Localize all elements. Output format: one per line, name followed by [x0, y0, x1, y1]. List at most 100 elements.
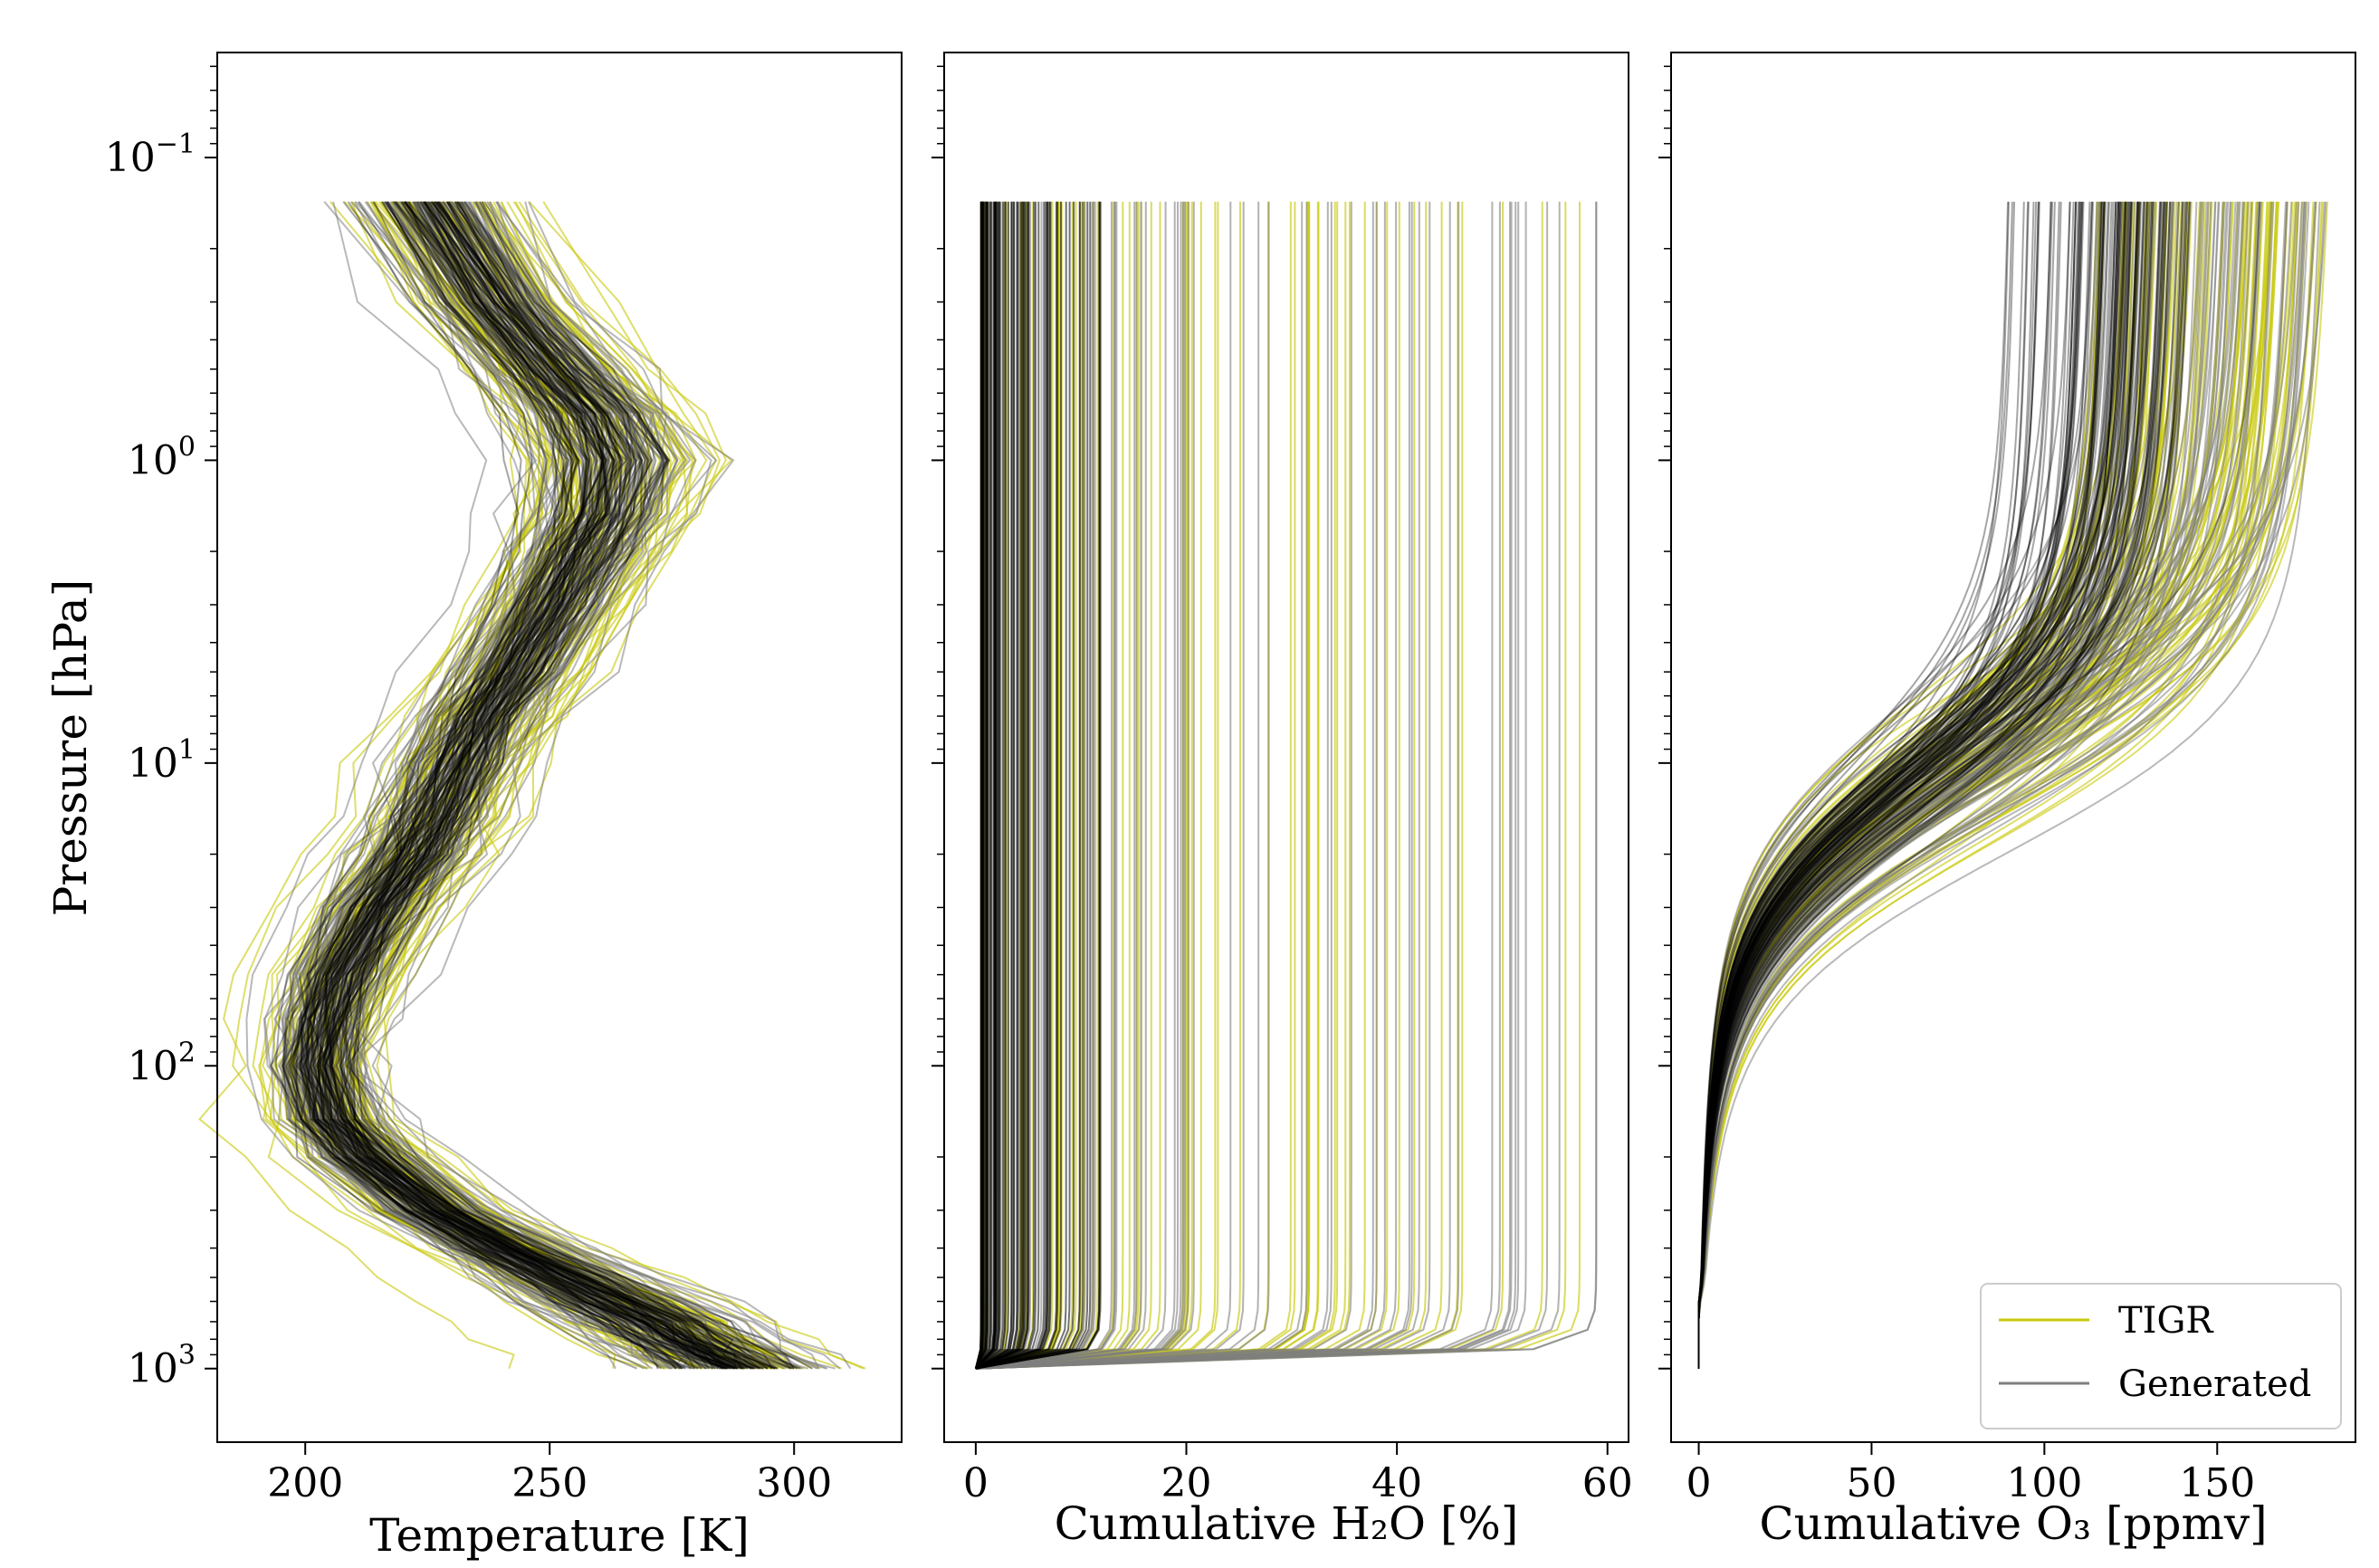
temperature-x-ticks: 200 250 300: [267, 1442, 832, 1506]
temperature-profile-generated: [352, 201, 803, 1370]
temperature-profile-overlay: [333, 201, 749, 1370]
ozone-profile: [1697, 201, 2184, 1369]
water-vapour-profile: [975, 201, 1598, 1370]
ozone-profile: [1697, 201, 2009, 1369]
water-vapour-profile: [975, 201, 1101, 1370]
water-vapour-profile: [975, 201, 1019, 1370]
water-vapour-profile: [975, 201, 1464, 1370]
temperature-profile-overlay: [310, 201, 730, 1370]
ozone-profile: [1697, 201, 2220, 1369]
water-vapour-profile: [975, 201, 1035, 1370]
water-vapour-profile: [975, 201, 1142, 1370]
temperature-profile-overlay: [301, 201, 725, 1370]
temperature-profile-generated: [263, 201, 665, 1370]
water-vapour-profile: [975, 201, 1000, 1370]
ozone-profile: [1697, 201, 2169, 1369]
water-vapour-profile: [975, 201, 1009, 1370]
water-vapour-profile: [974, 201, 986, 1370]
water-vapour-profile: [975, 201, 1202, 1370]
water-vapour-profile: [975, 201, 1138, 1370]
temperature-profile-overlay: [346, 201, 798, 1370]
ozone-profile: [1697, 201, 2040, 1369]
ozone-profile: [1697, 201, 2078, 1369]
temperature-profile-overlay: [316, 201, 737, 1370]
temperature-profile-overlay: [282, 201, 677, 1370]
water-vapour-profile: [975, 201, 1013, 1370]
temperature-profile-overlay: [299, 201, 699, 1370]
temperature-axes-frame: [216, 52, 903, 1443]
ozone-profile: [1697, 201, 2145, 1369]
water-vapour-profile: [974, 201, 983, 1369]
ozone-profile: [1697, 201, 2134, 1369]
water-vapour-profile: [975, 201, 1217, 1370]
ozone-profile: [1697, 201, 2154, 1369]
ozone-profile: [1697, 201, 2117, 1369]
ozone-profile: [1697, 201, 2288, 1369]
temperature-profile-overlay: [311, 201, 736, 1370]
temperature-profile-overlay: [305, 201, 735, 1370]
water-vapour-profile: [975, 201, 1351, 1370]
water-vapour-profile: [975, 201, 1029, 1370]
temperature-profile-generated: [281, 201, 648, 1370]
ozone-profile: [1697, 201, 2081, 1369]
ozone-profile: [1697, 201, 2078, 1369]
ozone-profile: [1697, 201, 2141, 1369]
temperature-profile-overlay: [300, 201, 669, 1370]
ozone-panel: 0 50 100 150 Cumulative O₃ [ppmv] TIGR Gene…: [1658, 52, 2356, 1550]
temperature-profile-generated: [327, 201, 760, 1370]
temperature-profile-overlay: [309, 201, 732, 1370]
temperature-profile-overlay: [329, 201, 747, 1370]
temperature-profile-overlay: [309, 201, 744, 1370]
ozone-profile: [1697, 201, 2010, 1369]
water-vapour-profile: [975, 201, 1007, 1370]
temperature-profile-overlay: [316, 201, 743, 1370]
ozone-profile: [1697, 201, 2189, 1369]
water-vapour-profile: [975, 201, 1184, 1370]
water-vapour-profile: [975, 201, 1161, 1370]
ozone-profile: [1697, 201, 2165, 1369]
water-vapour-profile: [975, 201, 1037, 1370]
temperature-profile-generated: [349, 201, 819, 1370]
temperature-profile-overlay: [321, 201, 717, 1370]
ozone-profile: [1697, 201, 2115, 1369]
ozone-profile: [1697, 201, 2122, 1369]
temperature-profile-tigr: [198, 201, 556, 1370]
ozone-profile: [1697, 201, 2154, 1369]
temperature-profile-generated: [349, 201, 787, 1370]
water-vapour-profile: [975, 201, 1094, 1370]
water-vapour-profile: [975, 201, 1410, 1370]
water-vapour-profile: [975, 201, 1186, 1370]
ozone-profile: [1697, 201, 2121, 1369]
ozone-profile: [1697, 201, 2082, 1369]
temperature-profile-overlay: [338, 201, 772, 1370]
temperature-profile-generated: [305, 201, 707, 1370]
water-vapour-profile: [975, 201, 1075, 1370]
ozone-profile: [1697, 201, 2133, 1369]
ozone-xlabel: Cumulative O₃ [ppmv]: [1759, 1497, 2267, 1550]
temperature-profile-overlay: [342, 201, 793, 1370]
temperature-y-ticks: 10−1 100 101 102 103: [105, 65, 217, 1392]
x-tick-label: 0: [963, 1460, 989, 1506]
water-vapour-profile: [975, 201, 1543, 1370]
ozone-profile: [1697, 201, 2217, 1369]
temperature-profile-overlay: [333, 201, 723, 1370]
water-vapour-profile: [975, 201, 1389, 1370]
temperature-profile-overlay: [295, 201, 683, 1370]
water-vapour-profile: [975, 201, 1501, 1370]
water-vapour-profile: [975, 201, 1195, 1370]
ozone-profile: [1697, 201, 2103, 1369]
temperature-profile-overlay: [330, 201, 779, 1370]
water-vapour-profile: [975, 201, 1451, 1370]
temperature-profile-overlay: [339, 201, 756, 1370]
water-vapour-profile: [975, 201, 1114, 1370]
temperature-profile-overlay: [322, 201, 764, 1370]
temperature-profile-overlay: [269, 201, 682, 1370]
water-vapour-profile: [975, 201, 1136, 1370]
water-vapour-profile: [975, 201, 1083, 1370]
temperature-profiles: [198, 201, 866, 1370]
water-vapour-profile: [975, 201, 1517, 1370]
water-vapour-profile: [975, 201, 1027, 1370]
ozone-profile: [1697, 201, 2120, 1369]
ozone-x-ticks: 0 50 100 150: [1686, 1442, 2255, 1506]
